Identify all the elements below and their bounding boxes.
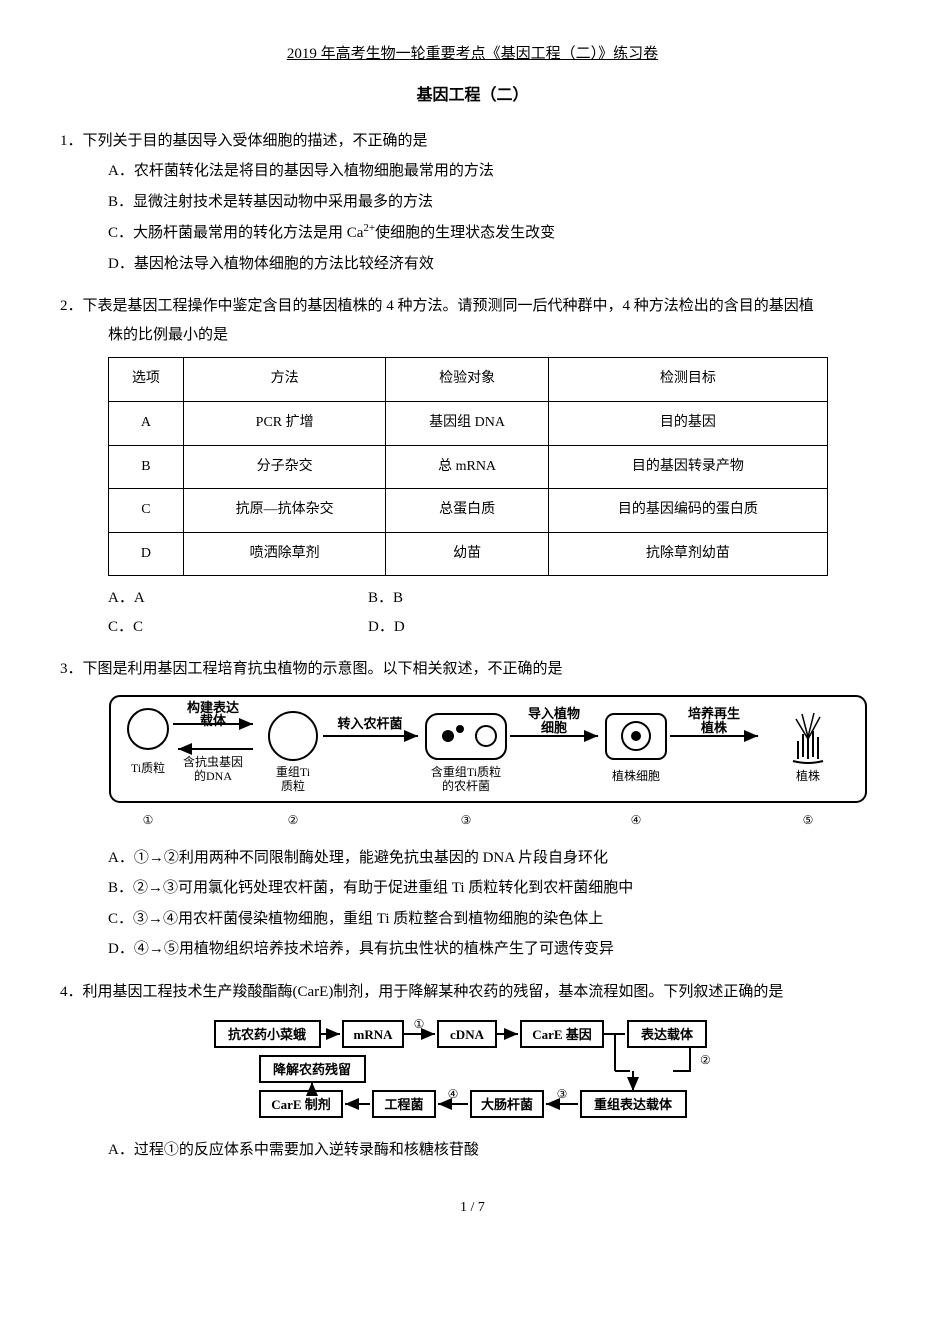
c3: ③ (461, 813, 472, 827)
q2-table: 选项 方法 检验对象 检测目标 A PCR 扩增 基因组 DNA 目的基因 B … (108, 357, 828, 576)
cell: 幼苗 (386, 532, 548, 576)
cell: 基因组 DNA (386, 401, 548, 445)
b6: 降解农药残留 (273, 1062, 351, 1077)
cell: 分子杂交 (183, 445, 386, 489)
q1-opt-d: D．基因枪法导入植物体细胞的方法比较经济有效 (108, 250, 885, 279)
cell: 目的基因 (548, 401, 827, 445)
q2-opt-d: D．D (368, 613, 628, 642)
c1: ① (143, 813, 154, 827)
th-2: 方法 (183, 358, 386, 402)
cell: D (109, 532, 184, 576)
cell: 抗除草剂幼苗 (548, 532, 827, 576)
question-4: 4．利用基因工程技术生产羧酸酯酶(CarE)制剂，用于降解某种农药的残留，基本流… (60, 978, 885, 1165)
page-header: 2019 年高考生物一轮重要考点《基因工程（二）》练习卷 (60, 40, 885, 69)
b3: cDNA (450, 1027, 485, 1042)
n1-bot: 的DNA (194, 768, 232, 783)
table-row: A PCR 扩增 基因组 DNA 目的基因 (109, 401, 828, 445)
n3-bot: 的农杆菌 (442, 778, 490, 793)
c4: ④ (448, 1087, 459, 1101)
q1-c-post: 使细胞的生理状态发生改变 (375, 225, 555, 241)
b7: CarE 制剂 (271, 1097, 331, 1112)
subtitle: 基因工程（二） (60, 81, 885, 111)
l3-bot: 细胞 (541, 720, 567, 735)
q1-c-pre: C．大肠杆菌最常用的转化方法是用 Ca (108, 225, 363, 241)
q3-opt-d: D．④→⑤用植物组织培养技术培养，具有抗虫性状的植株产生了可遗传变异 (108, 935, 885, 964)
q2-stem: 2．下表是基因工程操作中鉴定含目的基因植株的 4 种方法。请预测同一后代种群中，… (60, 292, 885, 321)
q2-opt-c: C．C (108, 613, 368, 642)
q2-stem-2: 株的比例最小的是 (108, 321, 885, 350)
table-row: C 抗原—抗体杂交 总蛋白质 目的基因编码的蛋白质 (109, 489, 828, 533)
b4: CarE 基因 (532, 1027, 592, 1042)
q2-opt-a: A．A (108, 584, 368, 613)
c2: ② (700, 1053, 711, 1067)
th-3: 检验对象 (386, 358, 548, 402)
cell: C (109, 489, 184, 533)
q1-c-sup: 2+ (363, 222, 375, 234)
table-row: D 喷洒除草剂 幼苗 抗除草剂幼苗 (109, 532, 828, 576)
c1: ① (414, 1017, 425, 1031)
q4-diagram: 抗农药小菜蛾 mRNA ① cDNA CarE 基因 表达载体 ② 降解农药残留 (210, 1016, 885, 1126)
question-3: 3．下图是利用基因工程培育抗虫植物的示意图。以下相关叙述，不正确的是 Ti质粒 … (60, 655, 885, 964)
n1-top: Ti质粒 (131, 760, 165, 775)
table-header-row: 选项 方法 检验对象 检测目标 (109, 358, 828, 402)
page-footer: 1 / 7 (60, 1195, 885, 1222)
b2: mRNA (354, 1027, 394, 1042)
question-2: 2．下表是基因工程操作中鉴定含目的基因植株的 4 种方法。请预测同一后代种群中，… (60, 292, 885, 641)
c5: ⑤ (803, 813, 814, 827)
cell: 抗原—抗体杂交 (183, 489, 386, 533)
q3-opt-a: A．①→②利用两种不同限制酶处理，能避免抗虫基因的 DNA 片段自身环化 (108, 844, 885, 873)
q3-opt-c: C．③→④用农杆菌侵染植物细胞，重组 Ti 质粒整合到植物细胞的染色体上 (108, 905, 885, 934)
cell: 总 mRNA (386, 445, 548, 489)
q3-opt-b: B．②→③可用氯化钙处理农杆菌，有助于促进重组 Ti 质粒转化到农杆菌细胞中 (108, 874, 885, 903)
th-4: 检测目标 (548, 358, 827, 402)
cell: 目的基因编码的蛋白质 (548, 489, 827, 533)
l1-bot: 载体 (200, 713, 227, 728)
table-row: B 分子杂交 总 mRNA 目的基因转录产物 (109, 445, 828, 489)
n3-top: 含重组Ti质粒 (431, 764, 501, 779)
cell: PCR 扩增 (183, 401, 386, 445)
q4-stem: 4．利用基因工程技术生产羧酸酯酶(CarE)制剂，用于降解某种农药的残留，基本流… (60, 978, 885, 1007)
q2-opt-b: B．B (368, 584, 628, 613)
q3-diagram: Ti质粒 构建表达 载体 含抗虫基因 的DNA 重组Ti 质粒 转入农杆菌 含重… (108, 694, 885, 834)
q1-opt-c: C．大肠杆菌最常用的转化方法是用 Ca2+使细胞的生理状态发生改变 (108, 218, 885, 248)
n1-mid: 含抗虫基因 (183, 754, 243, 769)
b1: 抗农药小菜蛾 (228, 1027, 306, 1042)
l4-top: 培养再生 (688, 706, 740, 721)
q1-opt-b: B．显微注射技术是转基因动物中采用最多的方法 (108, 188, 885, 217)
cell: 喷洒除草剂 (183, 532, 386, 576)
question-1: 1．下列关于目的基因导入受体细胞的描述，不正确的是 A．农杆菌转化法是将目的基因… (60, 127, 885, 279)
b9: 大肠杆菌 (481, 1097, 533, 1112)
c2: ② (288, 813, 299, 827)
l4-bot: 植株 (700, 720, 728, 735)
c4: ④ (631, 813, 642, 827)
cell: 目的基因转录产物 (548, 445, 827, 489)
l2: 转入农杆菌 (337, 716, 402, 731)
cell: 总蛋白质 (386, 489, 548, 533)
n4: 植株细胞 (612, 768, 660, 783)
q1-opt-a: A．农杆菌转化法是将目的基因导入植物细胞最常用的方法 (108, 157, 885, 186)
cell: A (109, 401, 184, 445)
b8: 工程菌 (384, 1097, 423, 1112)
th-1: 选项 (109, 358, 184, 402)
l3-top: 导入植物 (528, 706, 580, 721)
cell: B (109, 445, 184, 489)
q3-stem: 3．下图是利用基因工程培育抗虫植物的示意图。以下相关叙述，不正确的是 (60, 655, 885, 684)
c3: ③ (557, 1087, 568, 1101)
n2-top: 重组Ti (276, 765, 311, 779)
b10: 重组表达载体 (594, 1097, 673, 1112)
n2-bot: 质粒 (281, 778, 305, 793)
q4-opt-a: A．过程①的反应体系中需要加入逆转录酶和核糖核苷酸 (108, 1136, 885, 1165)
q1-stem: 1．下列关于目的基因导入受体细胞的描述，不正确的是 (60, 127, 885, 156)
b5: 表达载体 (640, 1027, 694, 1042)
n5: 植株 (796, 768, 820, 783)
